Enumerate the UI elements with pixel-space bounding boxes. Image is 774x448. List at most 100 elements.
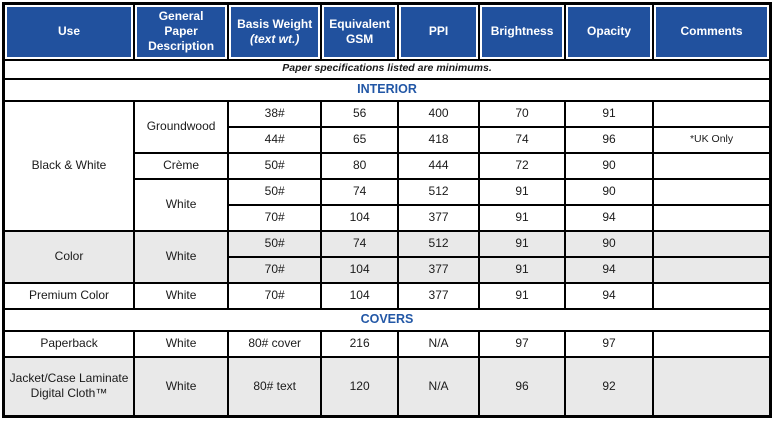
table-row: Paperback White 80# cover 216 N/A 97 97 <box>2 329 772 358</box>
table-cell: Crème <box>133 151 230 180</box>
section-title: COVERS <box>2 307 772 332</box>
table-cell: Groundwood <box>133 99 230 154</box>
table-row: 70# 104 377 91 94 <box>4 255 772 284</box>
table-row: 70# 104 377 91 94 <box>4 203 772 232</box>
table-row: Black & White Groundwood 38# 56 400 70 91 <box>2 99 772 232</box>
table-cell: 80# text <box>227 355 323 418</box>
table-cell: 96 <box>478 355 567 418</box>
table-cell: 94 <box>564 281 655 310</box>
table-cell <box>652 255 772 284</box>
table-cell: 90 <box>564 229 655 258</box>
table-cell: 70# <box>227 281 323 310</box>
table-cell: 80# cover <box>227 329 323 358</box>
table-cell: 377 <box>397 255 481 284</box>
column-label: Opacity <box>587 24 632 39</box>
table-cell: 96 <box>564 125 655 154</box>
table-cell <box>652 99 772 128</box>
table-cell <box>652 203 772 232</box>
table-cell: 94 <box>564 255 655 284</box>
table-cell: 216 <box>320 329 400 358</box>
table-cell <box>652 229 772 258</box>
note-row: Paper specifications listed are minimums… <box>2 58 772 80</box>
table-row: Jacket/Case Laminate Digital Cloth™ White… <box>2 355 772 418</box>
table-cell: 92 <box>564 355 655 418</box>
table-cell: 97 <box>564 329 655 358</box>
column-header-brightness: Brightness <box>478 2 567 61</box>
table-cell: 418 <box>397 125 481 154</box>
table-cell: 80 <box>320 151 400 180</box>
header-row: Use General Paper Description Basis Weig… <box>2 2 772 61</box>
table-cell <box>652 329 772 358</box>
column-label: Equivalent GSM <box>329 16 390 46</box>
table-cell: 512 <box>397 177 481 206</box>
column-header-use: Use <box>2 2 136 61</box>
table-cell: 50# <box>227 229 323 258</box>
table-cell: White <box>133 177 230 232</box>
table-cell: Premium Color <box>2 281 136 310</box>
table-cell: 444 <box>397 151 481 180</box>
table-row: Color White 50# 74 512 91 90 <box>2 229 772 284</box>
table-cell: 90 <box>564 151 655 180</box>
table-cell: 65 <box>320 125 400 154</box>
table-cell: N/A <box>397 355 481 418</box>
table-cell: 512 <box>397 229 481 258</box>
table-cell: 91 <box>478 203 567 232</box>
table-cell: White <box>133 355 230 418</box>
table-row: Crème 50# 80 444 72 90 <box>4 151 772 180</box>
table-cell: 91 <box>478 281 567 310</box>
table-cell: 104 <box>320 203 400 232</box>
table-row: White 50# 74 512 91 90 <box>4 177 772 232</box>
column-label: Comments <box>680 24 743 39</box>
paper-specs-table: Use General Paper Description Basis Weig… <box>2 2 772 418</box>
table-cell: 400 <box>397 99 481 128</box>
table-cell: 72 <box>478 151 567 180</box>
table-cell: 50# <box>227 151 323 180</box>
table-cell: 377 <box>397 203 481 232</box>
table-header: Use General Paper Description Basis Weig… <box>2 2 772 61</box>
table-cell: 56 <box>320 99 400 128</box>
column-header-basis-weight: Basis Weight (text wt.) <box>227 2 323 61</box>
table-cell: 70 <box>478 99 567 128</box>
table-cell <box>652 281 772 310</box>
table-cell: Paperback <box>2 329 136 358</box>
table-cell: White <box>133 281 230 310</box>
table-cell: 97 <box>478 329 567 358</box>
table-cell: 70# <box>227 203 323 232</box>
section-title: INTERIOR <box>2 77 772 102</box>
table-cell: *UK Only <box>652 125 772 154</box>
table-row: Premium Color White 70# 104 377 91 94 <box>2 281 772 310</box>
table-cell: 91 <box>478 177 567 206</box>
column-label: General Paper Description <box>148 9 215 54</box>
table-cell: 44# <box>227 125 323 154</box>
table-row: 44# 65 418 74 96 *UK Only <box>4 125 772 154</box>
table-cell: 120 <box>320 355 400 418</box>
column-header-opacity: Opacity <box>564 2 655 61</box>
table-cell: White <box>133 329 230 358</box>
table-cell: 70# <box>227 255 323 284</box>
column-header-ppi: PPI <box>397 2 481 61</box>
table-cell: 38# <box>227 99 323 128</box>
table-cell: White <box>133 229 230 284</box>
table-cell <box>652 177 772 206</box>
table-cell: N/A <box>397 329 481 358</box>
table-cell: 104 <box>320 255 400 284</box>
table-cell: 91 <box>478 255 567 284</box>
table-cell: 50# <box>227 177 323 206</box>
table-cell: 94 <box>564 203 655 232</box>
column-label: Use <box>58 24 81 39</box>
table-cell: 91 <box>478 229 567 258</box>
minimums-note: Paper specifications listed are minimums… <box>2 58 772 80</box>
table-cell: Color <box>2 229 136 284</box>
column-sublabel: (text wt.) <box>249 31 300 46</box>
column-label: PPI <box>428 24 449 39</box>
table-cell: 91 <box>564 99 655 128</box>
table-cell: 377 <box>397 281 481 310</box>
column-label: Basis Weight <box>237 16 313 31</box>
column-header-general-paper-description: General Paper Description <box>133 2 230 61</box>
table-cell: Jacket/Case Laminate Digital Cloth™ <box>2 355 136 418</box>
table-cell: 104 <box>320 281 400 310</box>
table-cell: 74 <box>478 125 567 154</box>
covers-section-rows: Paperback White 80# cover 216 N/A 97 97 Jacket/… <box>2 329 772 418</box>
table-cell: Black & White <box>2 99 136 232</box>
section-header-covers: COVERS <box>2 307 772 332</box>
